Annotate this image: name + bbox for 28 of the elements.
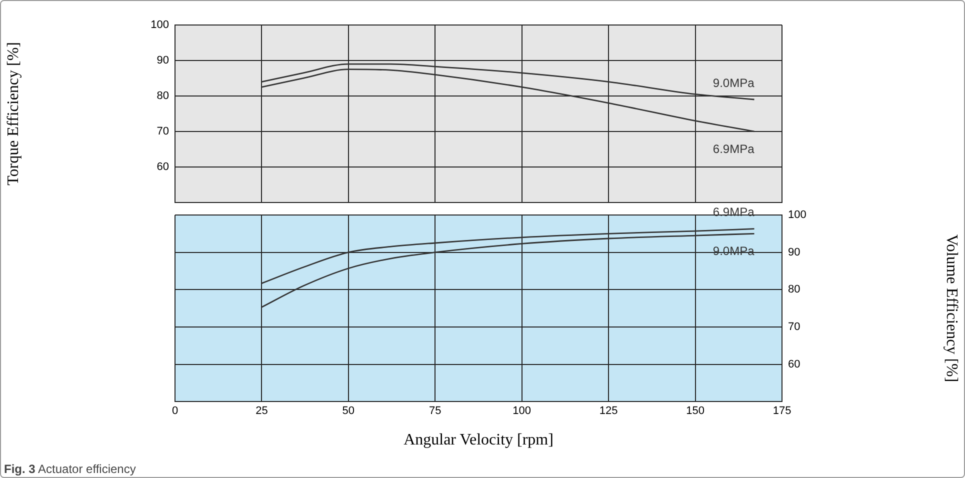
y-tick-label: 90 [156, 54, 169, 67]
x-tick-label: 50 [342, 405, 355, 418]
caption: Fig. 3 Actuator efficiency [4, 462, 136, 476]
line-series [261, 228, 755, 284]
line-series [261, 68, 755, 132]
x-axis-title: Angular Velocity [rpm] [404, 432, 554, 449]
x-tick-label: 75 [429, 405, 442, 418]
x-tick-label: 25 [256, 405, 268, 418]
y-tick-label: 80 [156, 90, 169, 102]
x-tick-label: 150 [686, 405, 704, 418]
y2-axis-title: Volume Efficiency [%] [943, 234, 960, 382]
y2-tick-label: 70 [788, 320, 800, 333]
y2-tick-label: 80 [788, 284, 800, 296]
y-tick-label: 60 [156, 160, 169, 173]
series-label: 6.9MPa [712, 142, 755, 156]
y2-tick-label: 90 [788, 246, 800, 258]
y-tick-label: 100 [150, 19, 169, 32]
x-tick-label: 0 [172, 405, 178, 418]
y-tick-label: 70 [156, 125, 169, 138]
y-axis-title: Torque Efficiency [%] [4, 42, 22, 186]
y2-tick-label: 100 [788, 209, 806, 222]
series-label: 9.0MPa [712, 76, 755, 90]
x-tick-label: 100 [512, 405, 532, 418]
x-tick-label: 125 [599, 405, 618, 418]
line-series [261, 63, 755, 100]
y2-tick-label: 60 [788, 358, 800, 370]
line-series [261, 232, 755, 308]
x-tick-label: 175 [772, 405, 792, 418]
